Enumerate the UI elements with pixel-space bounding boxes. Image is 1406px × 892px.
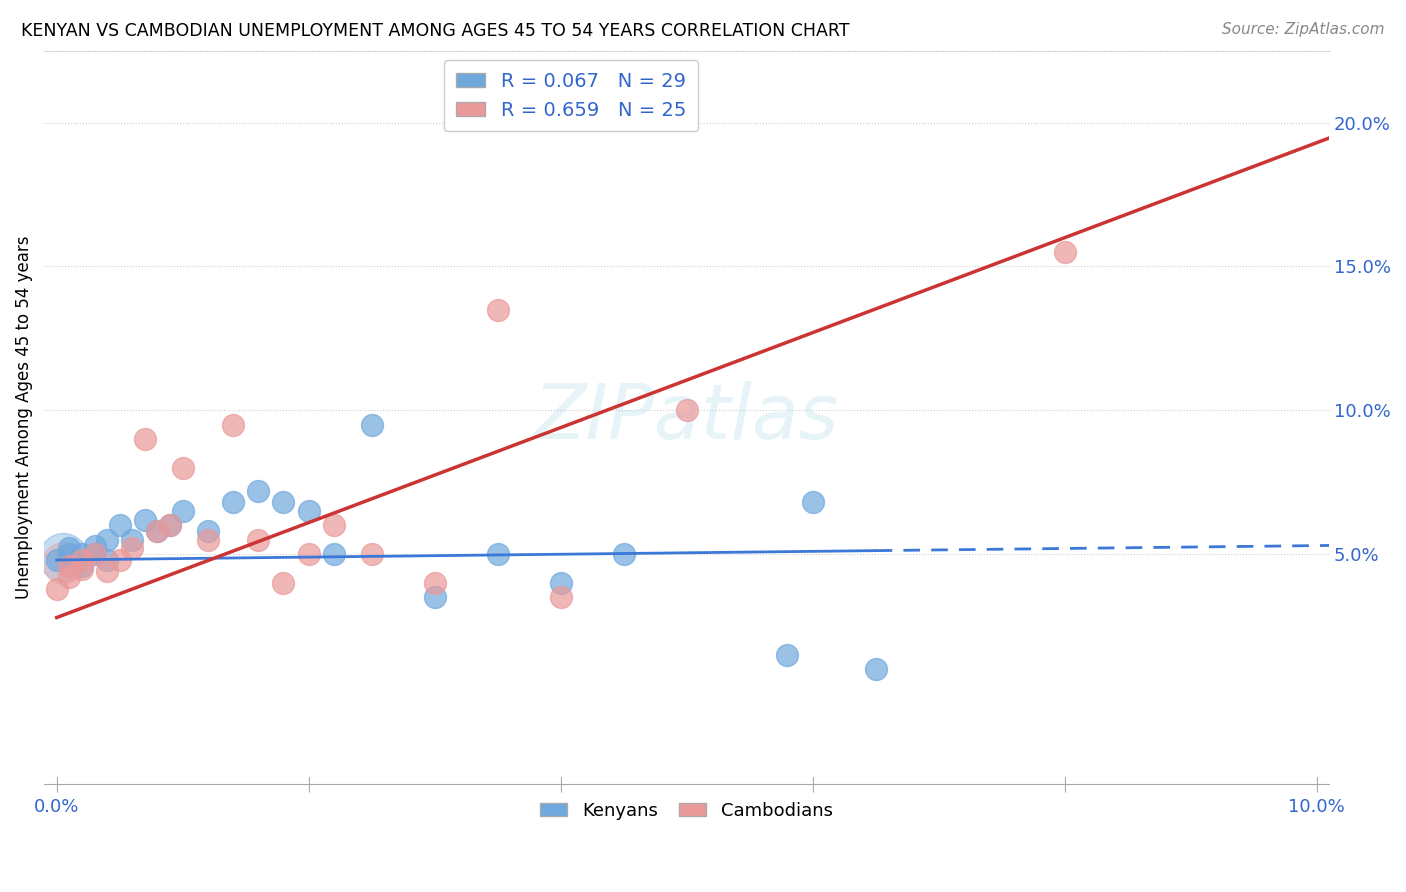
Point	[96, 565, 118, 579]
Point	[197, 524, 219, 539]
Point	[776, 648, 799, 662]
Point	[550, 591, 572, 605]
Point	[222, 417, 245, 432]
Point	[108, 553, 131, 567]
Point	[83, 547, 105, 561]
Point	[159, 518, 181, 533]
Point	[298, 504, 321, 518]
Point	[172, 504, 194, 518]
Point	[322, 547, 344, 561]
Point	[423, 576, 446, 591]
Point	[247, 483, 270, 498]
Point	[121, 533, 143, 547]
Point	[146, 524, 169, 539]
Point	[360, 547, 382, 561]
Point	[423, 591, 446, 605]
Text: ZIPatlas: ZIPatlas	[534, 381, 839, 455]
Point	[83, 539, 105, 553]
Point	[322, 518, 344, 533]
Legend: Kenyans, Cambodians: Kenyans, Cambodians	[533, 794, 841, 827]
Point	[1053, 245, 1076, 260]
Point	[486, 547, 509, 561]
Point	[58, 541, 80, 556]
Point	[83, 547, 105, 561]
Point	[45, 582, 67, 596]
Point	[45, 553, 67, 567]
Point	[52, 550, 75, 565]
Point	[222, 495, 245, 509]
Point	[360, 417, 382, 432]
Point	[613, 547, 636, 561]
Point	[70, 558, 93, 573]
Point	[801, 495, 824, 509]
Point	[121, 541, 143, 556]
Point	[108, 518, 131, 533]
Point	[550, 576, 572, 591]
Point	[146, 524, 169, 539]
Text: KENYAN VS CAMBODIAN UNEMPLOYMENT AMONG AGES 45 TO 54 YEARS CORRELATION CHART: KENYAN VS CAMBODIAN UNEMPLOYMENT AMONG A…	[21, 22, 849, 40]
Point	[675, 403, 697, 417]
Point	[247, 533, 270, 547]
Point	[298, 547, 321, 561]
Point	[197, 533, 219, 547]
Point	[70, 547, 93, 561]
Point	[58, 570, 80, 584]
Point	[52, 556, 75, 570]
Point	[172, 461, 194, 475]
Point	[70, 561, 93, 575]
Point	[58, 547, 80, 561]
Point	[273, 576, 295, 591]
Point	[273, 495, 295, 509]
Y-axis label: Unemployment Among Ages 45 to 54 years: Unemployment Among Ages 45 to 54 years	[15, 235, 32, 599]
Point	[865, 662, 887, 676]
Point	[134, 513, 156, 527]
Point	[58, 558, 80, 573]
Point	[96, 533, 118, 547]
Point	[486, 302, 509, 317]
Point	[70, 553, 93, 567]
Point	[134, 432, 156, 446]
Point	[96, 553, 118, 567]
Text: Source: ZipAtlas.com: Source: ZipAtlas.com	[1222, 22, 1385, 37]
Point	[159, 518, 181, 533]
